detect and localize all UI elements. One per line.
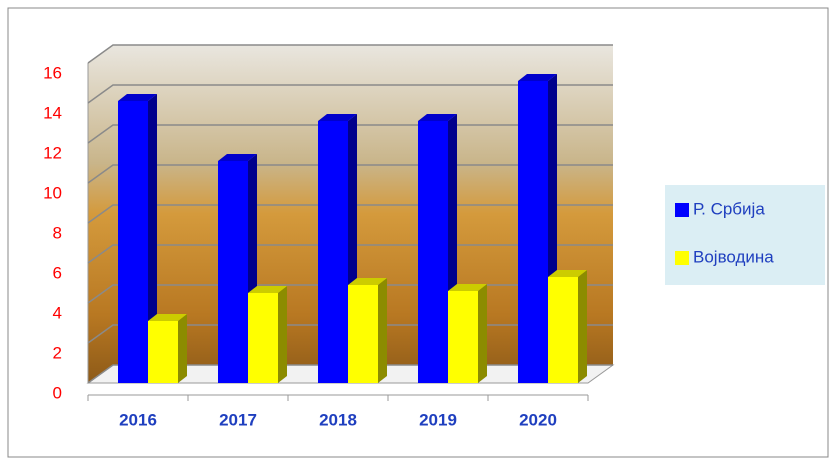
bar xyxy=(148,321,178,383)
legend-swatch xyxy=(675,203,689,217)
bar-top xyxy=(248,286,287,293)
bar-top xyxy=(218,154,257,161)
bar-top xyxy=(118,94,157,101)
legend-label: Р. Србија xyxy=(693,199,765,218)
y-tick-label: 8 xyxy=(53,223,62,242)
x-tick-label: 2018 xyxy=(319,410,357,429)
y-tick-label: 14 xyxy=(43,103,62,122)
y-tick-label: 12 xyxy=(43,143,62,162)
bar-side xyxy=(478,284,487,383)
x-tick-label: 2016 xyxy=(119,410,157,429)
y-tick-label: 16 xyxy=(43,63,62,82)
bar-top xyxy=(318,114,357,121)
bar xyxy=(448,291,478,383)
y-tick-label: 2 xyxy=(53,343,62,362)
bar-top xyxy=(348,278,387,285)
bar-top xyxy=(448,284,487,291)
bar xyxy=(248,293,278,383)
y-tick-label: 0 xyxy=(53,383,62,402)
bar xyxy=(118,101,148,383)
bar-top xyxy=(148,314,187,321)
bar-side xyxy=(148,94,157,383)
bar-side xyxy=(378,278,387,383)
bar xyxy=(318,121,348,383)
bar xyxy=(548,277,578,383)
grid-line xyxy=(87,84,613,104)
bar-top xyxy=(418,114,457,121)
legend-swatch xyxy=(675,251,689,265)
x-tick-label: 2020 xyxy=(519,410,557,429)
bar xyxy=(348,285,378,383)
bar-side xyxy=(178,314,187,383)
y-tick-label: 4 xyxy=(53,303,62,322)
bar xyxy=(218,161,248,383)
bar-side xyxy=(278,286,287,383)
grid-line xyxy=(87,44,613,64)
y-tick-label: 10 xyxy=(43,183,62,202)
legend-label: Војводина xyxy=(693,247,774,266)
bar-top xyxy=(548,270,587,277)
bar xyxy=(418,121,448,383)
bar-side xyxy=(578,270,587,383)
y-tick-label: 6 xyxy=(53,263,62,282)
bar xyxy=(518,81,548,383)
legend xyxy=(665,185,825,285)
x-tick-label: 2019 xyxy=(419,410,457,429)
x-tick-label: 2017 xyxy=(219,410,257,429)
bar-top xyxy=(518,74,557,81)
